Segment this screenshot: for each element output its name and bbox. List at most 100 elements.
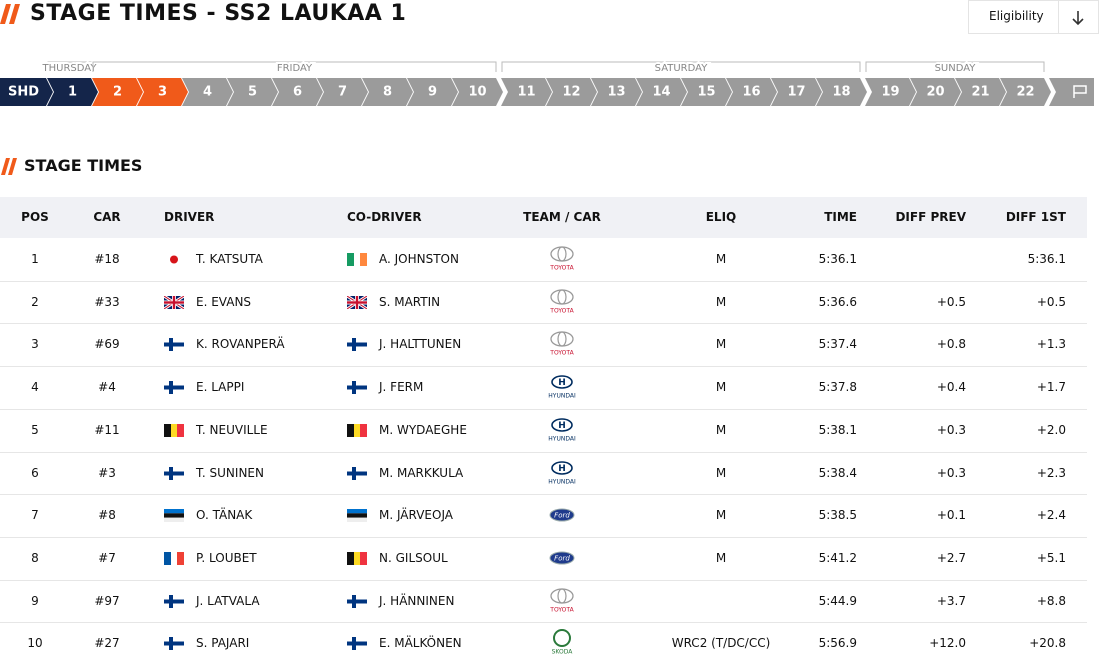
cell-text: +20.8 (1029, 636, 1066, 651)
country-flag (347, 381, 367, 395)
column-header: CAR (93, 210, 121, 224)
logo-shape (549, 508, 575, 522)
cell-text: +12.0 (929, 636, 966, 651)
team-name: SKODA (552, 649, 574, 656)
stage-tab[interactable]: 7 (317, 78, 368, 106)
stage-tab[interactable]: 5 (227, 78, 278, 106)
stage-tab[interactable]: 21 (955, 78, 1006, 106)
team-logo: Ford (549, 508, 575, 522)
stage-chevron (182, 78, 233, 106)
table-row: 6 #3 T. SUNINEN M. MARKKULA H HYUNDAI M 5:38.4 +… (0, 451, 1087, 495)
day-bracket (92, 61, 497, 72)
logo-glyph: H (558, 464, 566, 474)
stage-tab[interactable]: 6 (272, 78, 323, 106)
stage-tab[interactable]: 2 (92, 78, 143, 106)
cell-text: 5:37.8 (818, 380, 857, 395)
finish-tab[interactable] (1049, 78, 1094, 106)
cell-text: N. GILSOUL (379, 550, 448, 565)
day-label: FRIDAY (277, 63, 313, 74)
flag-part (360, 253, 367, 266)
stage-chevron (1049, 78, 1094, 106)
cell-text: #97 (94, 593, 120, 608)
cell-text: 9 (31, 593, 39, 608)
flag-part (347, 551, 354, 565)
logo-shape (550, 289, 574, 305)
stage-tab[interactable]: 13 (591, 78, 642, 106)
team-logo: Ford (549, 551, 575, 565)
table-row: 8 #7 P. LOUBET N. GILSOUL Ford M 5:41.2 +2.7 +5.… (0, 536, 1087, 580)
stage-tab[interactable]: 4 (182, 78, 233, 106)
stage-label: 13 (607, 85, 625, 100)
flag-part (347, 599, 367, 604)
stage-tab[interactable]: 19 (865, 78, 916, 106)
stage-tab[interactable]: 14 (636, 78, 687, 106)
country-flag (347, 466, 367, 480)
team-logo: TOYOTA (549, 289, 575, 314)
stage-tab[interactable]: 11 (501, 78, 552, 106)
cell-text: +0.3 (936, 422, 966, 437)
column-header: DIFF PREV (895, 210, 966, 224)
table-row: 3 #69 K. ROVANPERÄ J. HALTTUNEN TOYOTA M 5:37.… (0, 323, 1087, 366)
table-row: 7 #8 O. TÄNAK M. JÄRVEOJA Ford M 5:38.5 +0.1 +2.… (0, 494, 1087, 537)
stage-label: 10 (468, 85, 486, 100)
country-flag (347, 594, 367, 608)
column-header: DRIVER (164, 210, 215, 224)
cell-text: +1.3 (1036, 337, 1066, 352)
cell-text: E. LAPPI (196, 380, 245, 395)
cell-text: 6 (31, 465, 39, 480)
team-logo: SKODA (552, 629, 574, 656)
filter-label: Eligibility (989, 9, 1044, 23)
column-header: TIME (824, 210, 857, 224)
flag-part (347, 300, 367, 304)
logo-shape (551, 417, 573, 432)
cell-text: K. ROVANPERÄ (196, 337, 285, 352)
title-mark (0, 4, 20, 24)
logo-glyph: H (558, 378, 566, 388)
cell-text: M (715, 380, 727, 395)
team-name: HYUNDAI (548, 393, 576, 400)
cell-text: 5:38.1 (818, 422, 857, 437)
flag-part (347, 342, 367, 347)
cell-text: 5:36.6 (818, 294, 857, 309)
country-flag (164, 381, 184, 395)
flag-part (164, 471, 184, 475)
country-flag (164, 423, 184, 437)
cell-text: T. NEUVILLE (196, 422, 268, 437)
cell-text: #4 (98, 380, 116, 395)
stage-tab[interactable]: 9 (407, 78, 458, 106)
stage-label: SHD (8, 85, 39, 100)
stage-tab[interactable]: 15 (681, 78, 732, 106)
flag-part (347, 513, 367, 518)
logo-shape (549, 551, 575, 565)
stage-tab[interactable]: 22 (1000, 78, 1051, 106)
stage-tab[interactable]: 3 (137, 78, 188, 106)
cell-text: +3.7 (936, 593, 966, 608)
cell-text: M (715, 508, 727, 523)
stage-tab[interactable]: 20 (910, 78, 961, 106)
stage-tab[interactable]: 1 (47, 78, 98, 106)
stage-tab[interactable]: 12 (546, 78, 597, 106)
cell-text: 8 (31, 550, 39, 565)
stage-chevron (910, 78, 961, 106)
eligibility-filter[interactable]: Eligibility (968, 0, 1099, 34)
stage-label: 12 (562, 85, 580, 100)
cell-text: M (715, 422, 727, 437)
cell-text: #3 (98, 465, 116, 480)
cell-text: J. HALTTUNEN (379, 337, 462, 352)
cell-text: T. SUNINEN (196, 465, 264, 480)
stage-label: 9 (428, 85, 437, 100)
stage-tab[interactable]: SHD (0, 78, 53, 106)
stage-tab[interactable]: 16 (726, 78, 777, 106)
logo-shape (550, 587, 574, 604)
team-name: HYUNDAI (548, 478, 576, 485)
stage-tab[interactable]: 8 (362, 78, 413, 106)
stage-tab[interactable]: 17 (771, 78, 822, 106)
team-logo: TOYOTA (549, 331, 575, 357)
day-label: SATURDAY (655, 63, 709, 74)
stage-tab[interactable]: 10 (452, 78, 503, 106)
logo-shape (553, 629, 571, 648)
stage-tab[interactable]: 18 (816, 78, 867, 106)
cell-text: T. KATSUTA (196, 252, 263, 266)
country-flag (347, 509, 367, 523)
logo-shape (557, 331, 567, 347)
